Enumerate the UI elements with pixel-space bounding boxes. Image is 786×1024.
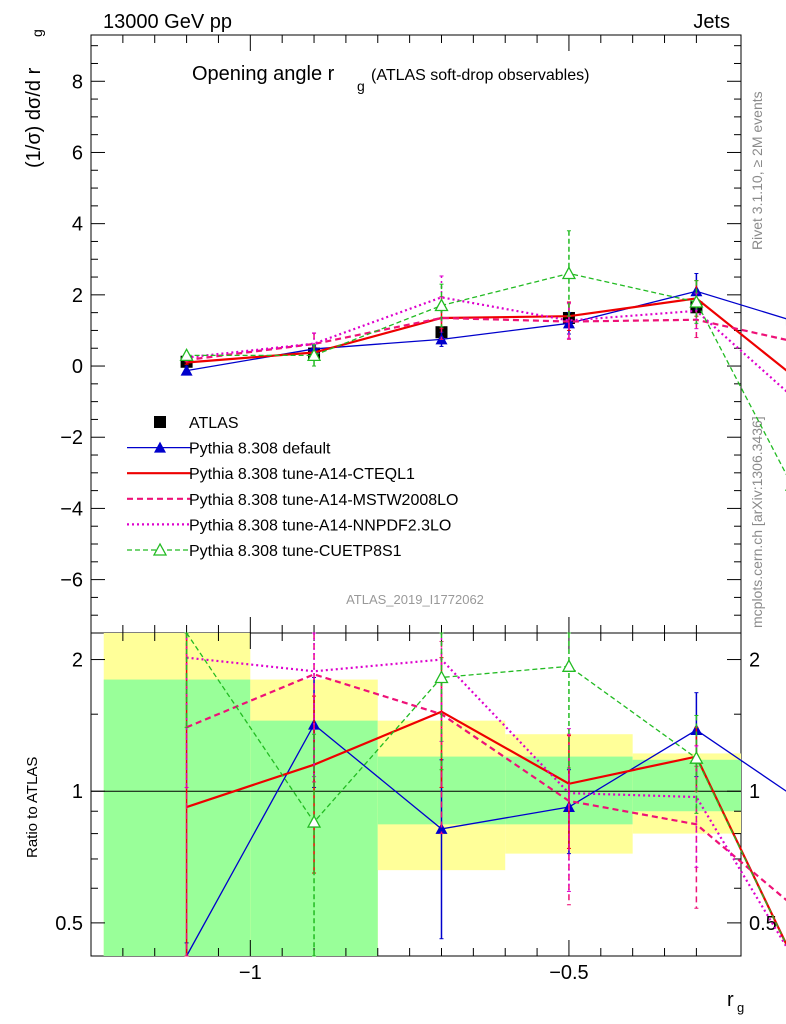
- main-series-4-marker: [306, 347, 322, 362]
- legend: ATLAS Pythia 8.308 default Pythia 8.308 tu…: [127, 415, 458, 560]
- main-axis-ticks: −6 −4 −2 0 2 4 6 8 −1 −0.5: [60, 35, 741, 984]
- ratio-series-4-marker: [434, 670, 449, 684]
- legend-label-atlas: ATLAS: [189, 415, 239, 432]
- y-tick-label: 8: [72, 71, 83, 93]
- legend-label-0: Pythia 8.308 default: [189, 441, 331, 458]
- ratio-band-inner: [632, 759, 741, 812]
- ratio-series-1-line: [186, 710, 786, 947]
- legend-label-2: Pythia 8.308 tune-A14-MSTW2008LO: [189, 492, 458, 509]
- ratio-series-4-marker: [561, 658, 577, 672]
- y-tick-label: −4: [60, 498, 83, 520]
- legend-marker-0: [154, 441, 166, 453]
- main-series-1-line: [186, 297, 786, 372]
- ratio-band-inner: [103, 679, 251, 956]
- xlabel-sub: g: [737, 1000, 744, 1015]
- y-tick-label: 0: [72, 356, 83, 378]
- ylabel-main-text: (1/σ) dσ/d r: [23, 67, 45, 168]
- plot-title: Opening angle r: [192, 63, 335, 85]
- ratio-series-0-line: [186, 723, 786, 957]
- ylabel-main: (1/σ) dσ/d r: [23, 67, 45, 168]
- ylabel-main-sub: g: [29, 29, 45, 37]
- xlabel: r: [727, 989, 734, 1011]
- main-series-2-line: [186, 316, 786, 362]
- ratio-series-0-marker: [435, 822, 448, 834]
- ylabel-ratio: Ratio to ATLAS: [24, 757, 41, 858]
- main-series-0-line: [186, 290, 786, 372]
- y-tick-label: 4: [72, 214, 83, 236]
- series-layer: [179, 230, 786, 957]
- plot-title-sub: g: [357, 78, 365, 94]
- legend-label-3: Pythia 8.308 tune-A14-NNPDF2.3LO: [189, 517, 451, 534]
- y-tick-label: 6: [72, 142, 83, 164]
- main-series-4-marker: [561, 266, 577, 280]
- main-series-3-line: [186, 296, 786, 393]
- ratio-series-2-line: [186, 673, 786, 902]
- ratio-y-tick-label: 1: [72, 781, 83, 803]
- side-mcplots-label: mcplots.cern.ch [arXiv:1306.3436]: [749, 416, 765, 628]
- main-series-4-line: [186, 272, 786, 476]
- x-tick-label: −0.5: [549, 962, 588, 984]
- ratio-series-3-line: [186, 656, 786, 949]
- legend-label-4: Pythia 8.308 tune-CUETP8S1: [189, 543, 402, 560]
- header-right: Jets: [693, 11, 730, 33]
- ratio-series-4-marker: [306, 814, 322, 828]
- y-tick-label: −2: [60, 427, 83, 449]
- plot-title-paren: (ATLAS soft-drop observables): [371, 67, 589, 84]
- side-rivet-label: Rivet 3.1.10, ≥ 2M events: [749, 91, 765, 250]
- main-series-4-marker: [179, 347, 194, 362]
- analysis-watermark: ATLAS_2019_I1772062: [346, 592, 484, 607]
- ratio-y-tick-label-right: 2: [749, 650, 760, 672]
- main-series-4-marker: [434, 298, 449, 312]
- ratio-y-tick-label: 0.5: [55, 913, 83, 935]
- main-series-4-marker: [689, 294, 704, 308]
- legend-atlas-marker: [154, 416, 166, 428]
- ratio-series-4-marker: [689, 750, 704, 764]
- ratio-y-tick-label: 2: [72, 650, 83, 672]
- legend-label-1: Pythia 8.308 tune-A14-CTEQL1: [189, 466, 415, 483]
- main-series-0-marker: [180, 364, 193, 376]
- legend-marker-4: [152, 542, 168, 556]
- plot-title-main: Opening angle r: [192, 63, 335, 85]
- y-tick-label: −6: [60, 570, 83, 592]
- y-tick-label: 2: [72, 285, 83, 307]
- header-left: 13000 GeV pp: [103, 11, 232, 33]
- ratio-series-4-line: [186, 632, 786, 946]
- ratio-y-tick-label-right: 1: [749, 781, 760, 803]
- x-tick-label: −1: [239, 962, 262, 984]
